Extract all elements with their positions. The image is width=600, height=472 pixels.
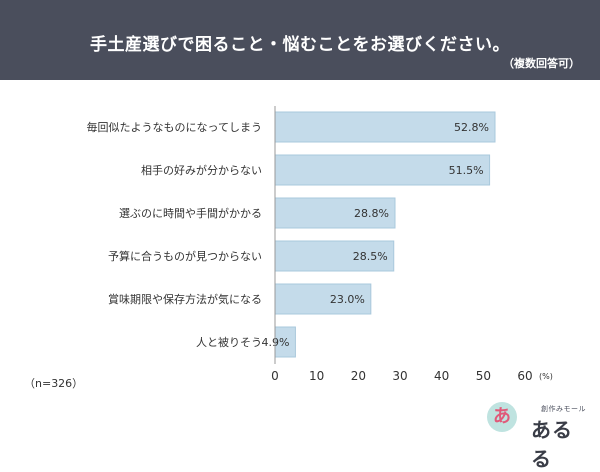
bar (274, 197, 396, 229)
x-tick-label: 30 (392, 369, 407, 383)
x-axis-unit: (%) (539, 372, 553, 381)
chart-header: 手土産選びで困ること・悩むことをお選びください。 （複数回答可） (0, 0, 600, 80)
x-tick-label: 20 (351, 369, 366, 383)
bar (274, 283, 372, 315)
x-tick-label: 50 (476, 369, 491, 383)
logo-name: あるる (531, 418, 573, 471)
chart-title: 手土産選びで困ること・悩むことをお選びください。 (90, 35, 510, 55)
logo-bubble-icon: あ (487, 402, 517, 432)
sample-size-note: （n=326） (24, 377, 84, 390)
category-label: 毎回似たようなものになってしまう (87, 121, 262, 134)
x-tick-label: 60 (517, 369, 532, 383)
bar-chart: 毎回似たようなものになってしまう 52.8% 相手の好みが分からない 51.5% 選ぶの… (87, 106, 553, 383)
category-label: 選ぶのに時間や手間がかかる (119, 206, 262, 220)
data-label: 23.0% (330, 293, 365, 306)
x-tick-label: 40 (434, 369, 449, 383)
bar (274, 111, 496, 143)
category-label: 賞味期限や保存方法が気になる (108, 292, 262, 306)
data-label: 51.5% (449, 164, 484, 177)
data-label: 52.8% (454, 121, 489, 134)
bar (274, 154, 491, 186)
bar (274, 240, 395, 272)
x-tick-label: 10 (309, 369, 324, 383)
category-label: 予算に合うものが見つからない (108, 249, 262, 263)
data-label: 28.5% (353, 250, 388, 263)
logo-brand-line: 創作みモール (541, 405, 586, 413)
x-tick-label: 0 (271, 369, 279, 383)
category-label: 人と被りそう (196, 336, 262, 349)
data-label: 28.8% (354, 207, 389, 220)
category-label: 相手の好みが分からない (141, 163, 262, 177)
chart-subtitle: （複数回答可） (503, 57, 580, 70)
brand-logo: あ 創作みモール あるる (487, 400, 592, 471)
